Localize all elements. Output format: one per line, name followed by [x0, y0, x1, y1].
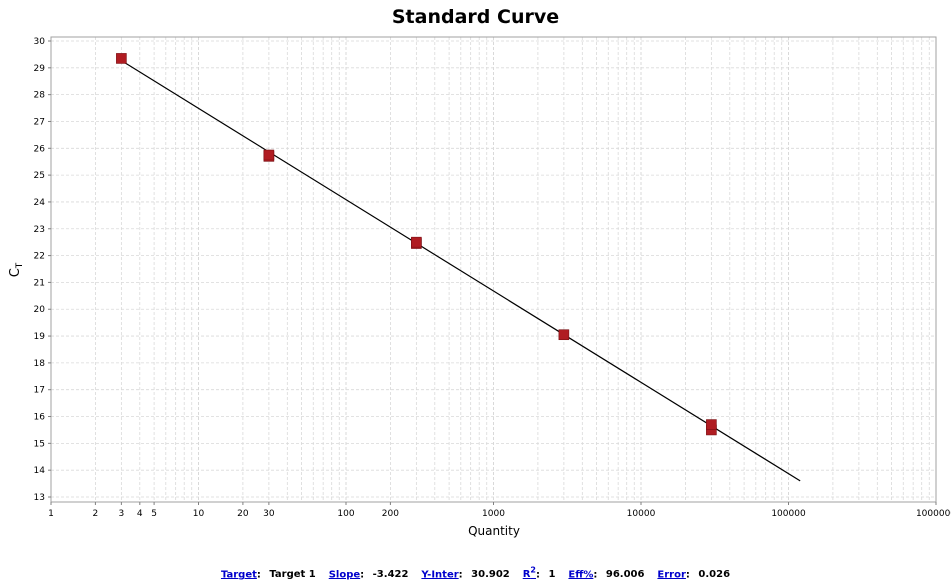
- data-point: [263, 149, 275, 161]
- y-tick-label: 15: [34, 439, 45, 449]
- standard-curve-stats: Target: Target 1 Slope: -3.422 Y-Inter: …: [220, 566, 731, 581]
- x-tick-label: 3: [119, 509, 125, 519]
- y-tick-label: 19: [34, 332, 46, 342]
- x-tick-label: 100000: [771, 509, 806, 519]
- y-tick-label: 25: [34, 171, 45, 181]
- y-tick-label: 13: [34, 493, 45, 503]
- x-tick-label: 20: [237, 509, 249, 519]
- slope-value: -3.422: [372, 569, 409, 581]
- y-tick-label: 26: [34, 144, 46, 154]
- y-tick-label: 20: [34, 305, 46, 315]
- r-squared-value: 1: [548, 569, 556, 581]
- x-tick-label: 10000: [627, 509, 656, 519]
- chart-title: Standard Curve: [391, 6, 560, 28]
- error-link[interactable]: Error: [657, 569, 686, 581]
- y-tick-label: 23: [34, 225, 45, 235]
- x-tick-label: 4: [137, 509, 143, 519]
- data-point: [558, 329, 570, 341]
- slope-link[interactable]: Slope: [328, 569, 361, 581]
- series-layer: [116, 53, 801, 482]
- y-axis-label-main: C: [8, 268, 23, 277]
- y-axis-label: CT: [8, 262, 25, 277]
- target-value: Target 1: [269, 569, 316, 581]
- x-tick-label: 10: [193, 509, 205, 519]
- y-tick-label: 30: [34, 37, 46, 47]
- error-value: 0.026: [698, 569, 731, 581]
- y-tick-label: 17: [34, 386, 45, 396]
- efficiency-value: 96.006: [605, 569, 645, 581]
- x-tick-label: 1: [48, 509, 54, 519]
- y-tick-label: 28: [34, 91, 46, 101]
- efficiency-link[interactable]: Eff%: [568, 569, 594, 581]
- y-axis-label-sub: T: [15, 262, 25, 269]
- y-tick-label: 16: [34, 413, 46, 423]
- fit-line: [121, 60, 801, 482]
- y-tick-label: 14: [34, 466, 46, 476]
- y-tick-label: 22: [34, 252, 45, 262]
- x-tick-label: 1000: [482, 509, 505, 519]
- y-intercept-value: 30.902: [471, 569, 510, 581]
- x-axis-label: Quantity: [468, 524, 520, 538]
- data-point: [706, 419, 717, 430]
- x-tick-label: 5: [151, 509, 157, 519]
- y-tick-label: 24: [34, 198, 46, 208]
- r-squared-sup: 2: [530, 566, 536, 575]
- grid-layer: [51, 37, 936, 502]
- r-squared-link[interactable]: R2: [522, 566, 536, 581]
- data-point: [411, 236, 422, 248]
- x-tick-label: 2: [93, 509, 99, 519]
- y-intercept-link[interactable]: Y-Inter: [421, 569, 459, 581]
- x-tick-label: 30: [263, 509, 275, 519]
- y-tick-label: 18: [34, 359, 46, 369]
- x-tick-label: 1000000: [916, 509, 951, 519]
- y-tick-label: 27: [34, 117, 45, 127]
- y-tick-label: 29: [34, 64, 46, 74]
- r-squared-label: R: [522, 569, 531, 581]
- target-link[interactable]: Target: [220, 569, 257, 581]
- y-tick-label: 21: [34, 278, 45, 288]
- data-point: [116, 53, 127, 64]
- x-tick-label: 200: [382, 509, 399, 519]
- x-tick-label: 100: [337, 509, 354, 519]
